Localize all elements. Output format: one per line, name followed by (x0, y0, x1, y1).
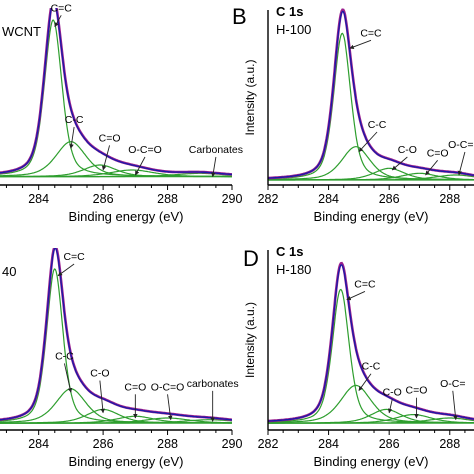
x-tick-label: 286 (93, 437, 114, 451)
curves (268, 8, 474, 181)
x-tick-label: 284 (318, 192, 339, 206)
x-tick-label: 290 (222, 437, 243, 451)
envelope-curve (268, 264, 474, 422)
annotation-arrow (358, 373, 372, 391)
annotation-arrow (452, 390, 458, 421)
annotation-arrow (346, 291, 366, 301)
component-peak-0 (268, 288, 474, 424)
x-tick-label: 290 (222, 192, 243, 206)
component-label: C=C (354, 278, 376, 290)
component-label: C-O (398, 144, 417, 156)
annotation-arrow (211, 156, 217, 178)
component-label: C-O (383, 386, 402, 398)
component-label: C=C (51, 2, 73, 14)
x-axis-label: Binding energy (eV) (69, 454, 184, 469)
component-label: C-C (55, 350, 74, 362)
annotation-arrow (349, 39, 372, 50)
curves (0, 248, 232, 424)
spectrum-header: C 1s (276, 4, 303, 19)
x-tick-label: 288 (157, 437, 178, 451)
sample-label: H-180 (276, 262, 311, 277)
y-axis-label: Intensity (a.u.) (243, 59, 257, 135)
sample-label: H-100 (276, 22, 311, 37)
x-tick-label: 286 (379, 192, 400, 206)
x-tick-label: 284 (28, 192, 49, 206)
x-axis-label: Binding energy (eV) (69, 209, 184, 224)
component-label: C-C (368, 119, 387, 131)
panel-letter: B (232, 4, 247, 29)
component-label: O-C= (440, 378, 465, 390)
component-label: C=C (360, 27, 382, 39)
panel-b: 282 284 286 288 Binding energy (eV) Intensity… (232, 4, 474, 224)
annotation-arrow (387, 399, 393, 414)
y-axis-label: Intensity (a.u.) (243, 302, 257, 378)
annotation-arrow (457, 151, 466, 176)
annotation-arrow (69, 126, 75, 149)
annotation-arrow (425, 160, 438, 176)
annotation-arrow (101, 145, 110, 171)
x-tick-label: 286 (379, 437, 400, 451)
panel-c: 284 286 288 290 Binding energy (eV) 40 C=C C-C C… (0, 248, 243, 469)
component-label: O-C=O (448, 139, 474, 151)
annotation-arrow (391, 156, 408, 171)
panel-d: 282 284 286 288 Binding energy (eV) Intensity… (243, 244, 474, 469)
component-label: carbonates (187, 378, 239, 390)
component-label: C-C (362, 361, 381, 373)
sample-label: 40 (2, 264, 16, 279)
x-tick-label: 288 (439, 192, 460, 206)
annotation-arrow (99, 380, 105, 414)
component-label: O-C=O (151, 381, 185, 393)
component-label: C-C (65, 114, 84, 126)
component-label: C=O (124, 381, 146, 393)
component-label: C-O (90, 368, 109, 380)
component-label: Carbonates (189, 144, 243, 156)
component-label: C=C (63, 251, 85, 263)
curves (0, 8, 232, 178)
x-tick-label: 282 (258, 192, 279, 206)
x-axis-label: Binding energy (eV) (314, 209, 429, 224)
x-tick-label: 286 (93, 192, 114, 206)
x-tick-label: 288 (157, 192, 178, 206)
component-label: C=O (99, 132, 121, 144)
annotation-arrow (358, 131, 378, 152)
sample-label: WCNT (2, 24, 41, 39)
annotation-arrow (57, 263, 75, 277)
panel-a: 284 286 288 290 Binding energy (eV) WCNT C=C C-… (0, 2, 243, 224)
envelope-curve (0, 8, 232, 176)
spectrum-header: C 1s (276, 244, 303, 259)
annotation-arrow (64, 363, 73, 393)
fit-curve (0, 248, 232, 422)
envelope-curve (268, 10, 474, 179)
x-tick-label: 284 (28, 437, 49, 451)
x-axis-label: Binding energy (eV) (314, 454, 429, 469)
annotation-arrow (134, 156, 146, 176)
component-label: C=O (405, 385, 427, 397)
x-tick-label: 284 (318, 437, 339, 451)
curves (268, 261, 474, 424)
x-tick-label: 288 (439, 437, 460, 451)
panel-letter: D (243, 246, 259, 271)
x-tick-label: 282 (258, 437, 279, 451)
component-label: O-C=O (128, 144, 162, 156)
annotation-arrow (54, 15, 62, 28)
annotation-arrow (167, 394, 173, 421)
component-label: C=O (427, 147, 449, 159)
envelope-curve (0, 248, 232, 421)
